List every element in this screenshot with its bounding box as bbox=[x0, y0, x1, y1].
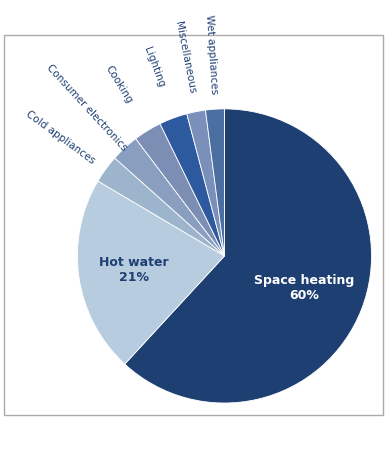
Text: Lighting: Lighting bbox=[142, 45, 166, 88]
Wedge shape bbox=[205, 110, 224, 256]
Wedge shape bbox=[98, 159, 224, 256]
Text: 3%: 3% bbox=[135, 115, 149, 131]
Text: 3%: 3% bbox=[89, 156, 106, 171]
Text: 3%: 3% bbox=[110, 133, 126, 149]
Text: Hot water
21%: Hot water 21% bbox=[99, 256, 169, 284]
Text: 3%: 3% bbox=[163, 101, 176, 117]
Text: 2%: 2% bbox=[188, 95, 200, 110]
Text: Consumer electronics: Consumer electronics bbox=[45, 63, 129, 152]
Text: Wet appliances: Wet appliances bbox=[204, 14, 219, 94]
Text: Space heating
60%: Space heating 60% bbox=[254, 273, 354, 301]
Text: 2%: 2% bbox=[209, 93, 219, 106]
Text: Cooking: Cooking bbox=[103, 63, 134, 105]
Text: Miscellaneous: Miscellaneous bbox=[173, 21, 197, 95]
Text: Cold appliances: Cold appliances bbox=[24, 108, 97, 165]
Wedge shape bbox=[115, 139, 224, 256]
Wedge shape bbox=[136, 124, 224, 256]
Wedge shape bbox=[125, 110, 372, 403]
Wedge shape bbox=[187, 111, 224, 256]
Wedge shape bbox=[77, 182, 224, 364]
Wedge shape bbox=[160, 115, 224, 256]
